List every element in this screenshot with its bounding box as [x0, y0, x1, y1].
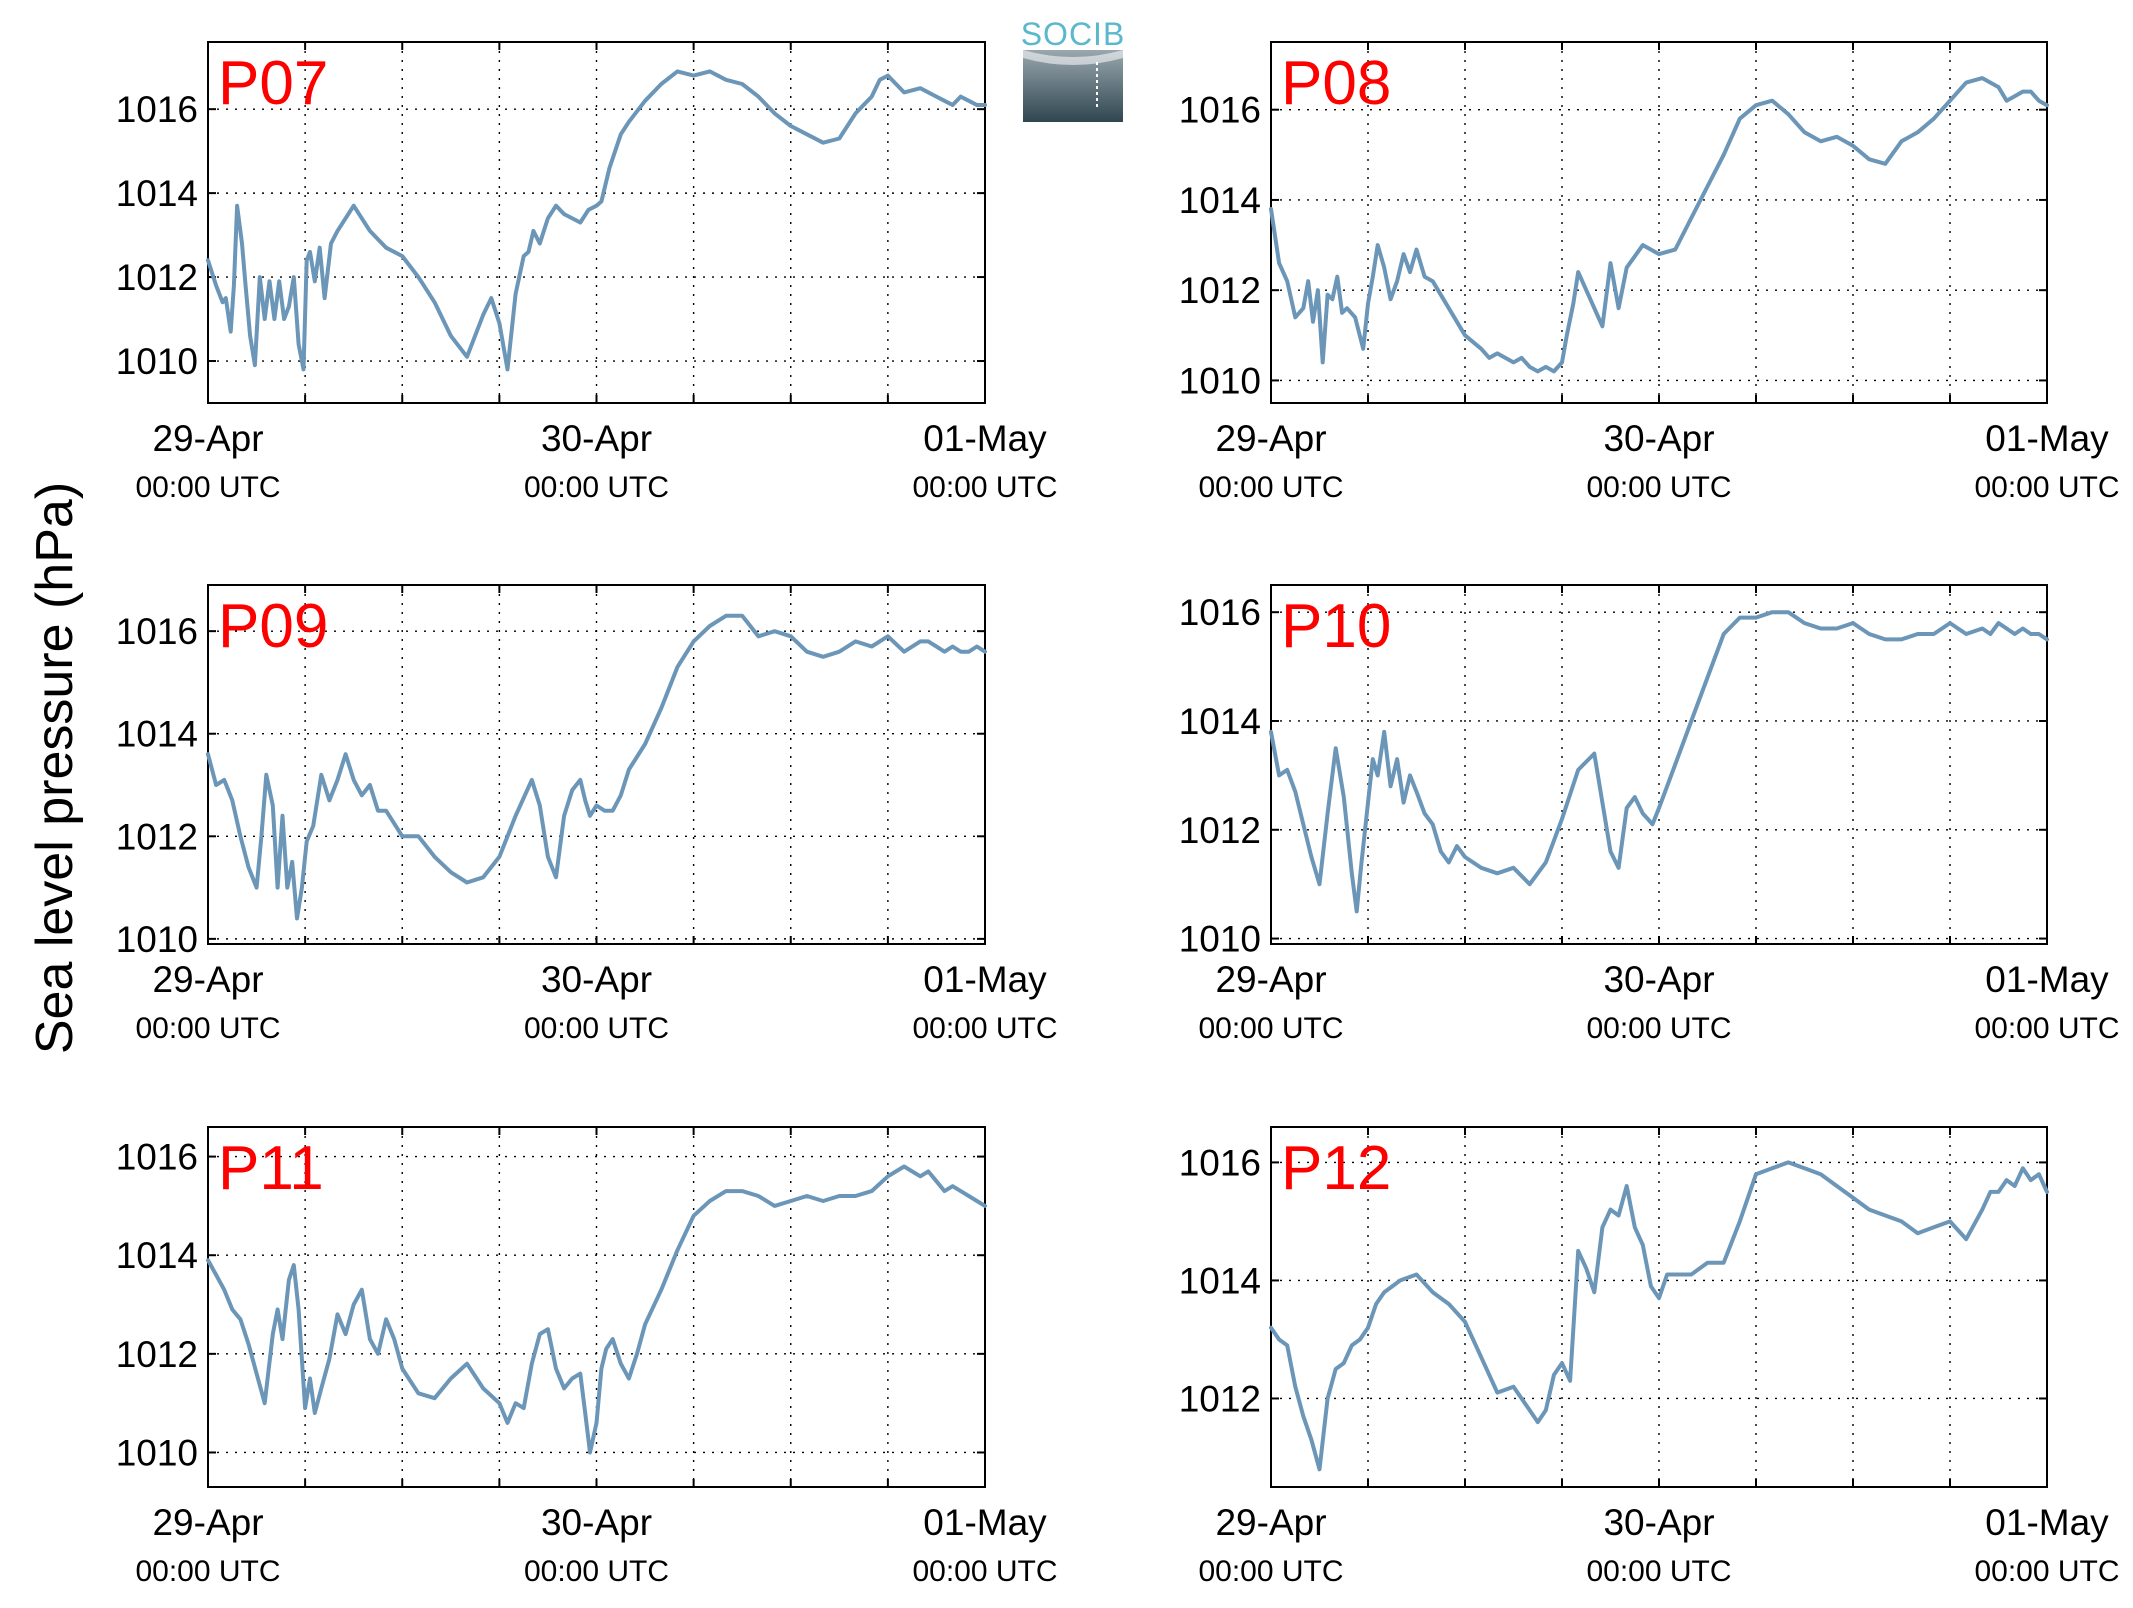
chart-p09: 1010 1012 1014 1016 29-Apr 00:00 UTC 30-Apr 00:… — [116, 584, 1058, 1045]
p08-panel-label: P08 — [1281, 49, 1391, 118]
p07-panel-label: P07 — [218, 49, 328, 118]
p10-x-tick-time-label: 00:00 UTC — [1198, 1012, 1343, 1045]
p12-x-tick-label: 01-May — [1985, 1502, 2109, 1543]
p10-panel-label: P10 — [1281, 592, 1391, 661]
chart-p10: 1010 1012 1014 1016 29-Apr 00:00 UTC 30-Apr 00:… — [1179, 584, 2120, 1045]
p09-y-tick-label: 1014 — [116, 714, 198, 755]
p08-y-tick-label: 1016 — [1179, 90, 1261, 131]
p08-x-tick-time-label: 00:00 UTC — [1586, 471, 1731, 504]
p10-axes-box — [1270, 584, 2048, 945]
p09-x-tick-time-label: 00:00 UTC — [524, 1012, 669, 1045]
p08-x-tick-time-label: 00:00 UTC — [1198, 471, 1343, 504]
p10-x-tick-time-label: 00:00 UTC — [1586, 1012, 1731, 1045]
p09-y-tick-label: 1012 — [116, 816, 198, 857]
p11-y-tick-label: 1014 — [116, 1235, 198, 1276]
p10-y-tick-label: 1016 — [1179, 592, 1261, 633]
p12-y-tick-label: 1016 — [1179, 1142, 1261, 1183]
p08-x-tick-label: 29-Apr — [1215, 418, 1326, 459]
p09-pressure-line — [206, 613, 987, 921]
p11-y-tick-label: 1012 — [116, 1334, 198, 1375]
panels: 1010 1012 1014 1016 29-Apr 00:00 UTC 30-Apr 00:… — [116, 41, 2120, 1588]
p09-y-tick-label: 1016 — [116, 611, 198, 652]
p08-y-tick-label: 1012 — [1179, 270, 1261, 311]
p10-y-tick-label: 1012 — [1179, 810, 1261, 851]
p08-pressure-line — [1269, 76, 2049, 374]
socib-logo-text: SOCIB — [1021, 16, 1126, 52]
p12-x-tick-label: 30-Apr — [1603, 1502, 1714, 1543]
p10-y-tick-label: 1014 — [1179, 701, 1261, 742]
p08-y-tick-label: 1014 — [1179, 180, 1261, 221]
p07-x-tick-label: 30-Apr — [541, 418, 652, 459]
p07-x-tick-time-label: 00:00 UTC — [524, 471, 669, 504]
p08-x-tick-time-label: 00:00 UTC — [1974, 471, 2119, 504]
p07-x-tick-label: 01-May — [923, 418, 1047, 459]
p10-x-tick-label: 30-Apr — [1603, 959, 1714, 1000]
p07-y-tick-label: 1012 — [116, 257, 198, 298]
p12-x-tick-time-label: 00:00 UTC — [1974, 1555, 2119, 1588]
chart-p07: 1010 1012 1014 1016 29-Apr 00:00 UTC 30-Apr 00:… — [116, 41, 1058, 504]
p07-y-tick-label: 1014 — [116, 173, 198, 214]
chart-p08: 1010 1012 1014 1016 29-Apr 00:00 UTC 30-Apr 00:… — [1179, 41, 2120, 504]
p12-pressure-line — [1269, 1160, 2049, 1472]
p11-y-tick-label: 1010 — [116, 1432, 198, 1473]
p11-panel-label: P11 — [218, 1134, 324, 1203]
p09-x-tick-time-label: 00:00 UTC — [135, 1012, 280, 1045]
p11-x-tick-label: 01-May — [923, 1502, 1047, 1543]
p12-x-tick-time-label: 00:00 UTC — [1586, 1555, 1731, 1588]
p08-x-tick-label: 01-May — [1985, 418, 2109, 459]
p11-x-tick-time-label: 00:00 UTC — [135, 1555, 280, 1588]
p11-pressure-line — [206, 1164, 987, 1455]
p12-x-tick-label: 29-Apr — [1215, 1502, 1326, 1543]
p08-y-tick-label: 1010 — [1179, 360, 1261, 401]
p10-x-tick-label: 29-Apr — [1215, 959, 1326, 1000]
p11-x-tick-label: 29-Apr — [152, 1502, 263, 1543]
y-axis-label: Sea level pressure (hPa) — [26, 482, 84, 1054]
p07-y-tick-label: 1016 — [116, 89, 198, 130]
p09-panel-label: P09 — [218, 592, 328, 661]
p09-x-tick-label: 30-Apr — [541, 959, 652, 1000]
p07-x-tick-time-label: 00:00 UTC — [912, 471, 1057, 504]
p11-y-tick-label: 1016 — [116, 1137, 198, 1178]
p11-x-tick-time-label: 00:00 UTC — [524, 1555, 669, 1588]
p12-y-tick-label: 1014 — [1179, 1260, 1261, 1301]
p08-x-tick-label: 30-Apr — [1603, 418, 1714, 459]
p10-y-tick-label: 1010 — [1179, 919, 1261, 960]
p09-x-tick-label: 29-Apr — [152, 959, 263, 1000]
p09-x-tick-time-label: 00:00 UTC — [912, 1012, 1057, 1045]
p09-y-tick-label: 1010 — [116, 919, 198, 960]
p07-x-tick-label: 29-Apr — [152, 418, 263, 459]
p12-y-tick-label: 1012 — [1179, 1378, 1261, 1419]
p12-x-tick-time-label: 00:00 UTC — [1198, 1555, 1343, 1588]
chart-p11: 1010 1012 1014 1016 29-Apr 00:00 UTC 30-Apr 00:… — [116, 1126, 1058, 1588]
p12-panel-label: P12 — [1281, 1134, 1391, 1203]
p07-y-tick-label: 1010 — [116, 341, 198, 382]
p11-x-tick-time-label: 00:00 UTC — [912, 1555, 1057, 1588]
p07-x-tick-time-label: 00:00 UTC — [135, 471, 280, 504]
socib-logo: SOCIB — [1021, 16, 1126, 122]
p09-x-tick-label: 01-May — [923, 959, 1047, 1000]
p07-pressure-line — [206, 69, 987, 372]
p09-axes-box — [207, 584, 986, 945]
socib-logo-wave — [1023, 50, 1123, 65]
chart-p12: 1012 1014 1016 29-Apr 00:00 UTC 30-Apr 00:00 U… — [1179, 1126, 2120, 1588]
p10-x-tick-time-label: 00:00 UTC — [1974, 1012, 2119, 1045]
p10-pressure-line — [1269, 610, 2049, 914]
p11-x-tick-label: 30-Apr — [541, 1502, 652, 1543]
p10-x-tick-label: 01-May — [1985, 959, 2109, 1000]
